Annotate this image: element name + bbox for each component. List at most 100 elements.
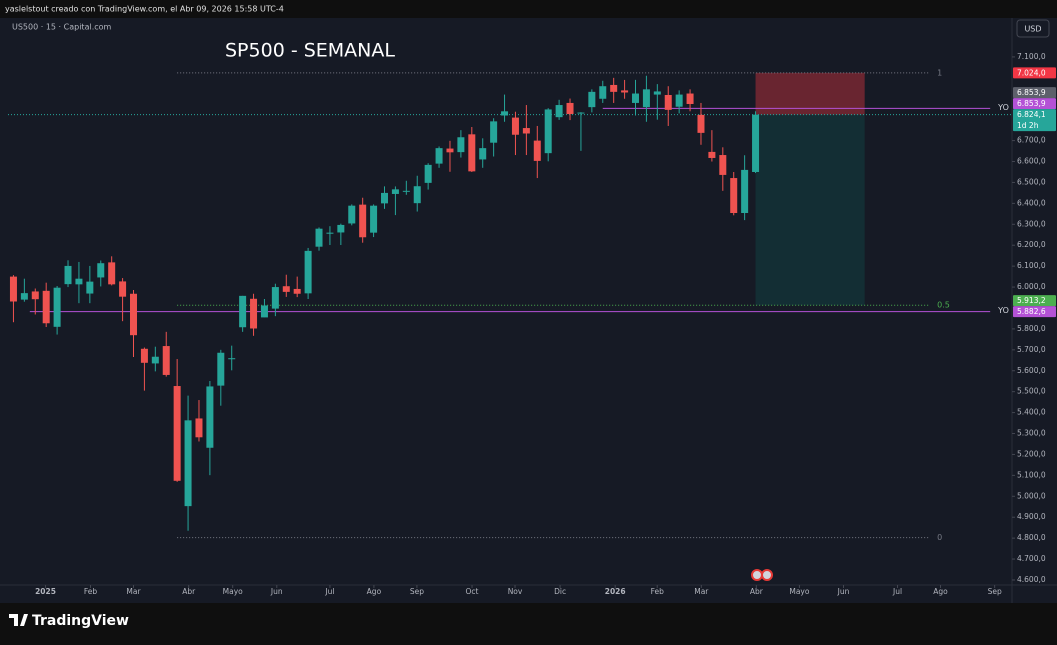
candle-body [446, 148, 454, 153]
candle-body [315, 228, 323, 247]
currency-label: USD [1024, 25, 1041, 34]
y-tick-label: 6.600,0 [1017, 157, 1046, 166]
candle-body [457, 137, 465, 153]
candle [151, 346, 159, 372]
symbol-info: US500 · 15 · Capital.com [12, 23, 112, 32]
candle [653, 84, 661, 120]
candle-body [686, 93, 694, 104]
candle-body [577, 112, 585, 114]
candle-body [501, 111, 509, 116]
y-tick-label: 6.200,0 [1017, 240, 1046, 249]
candle-body [173, 386, 181, 481]
candle-body [632, 93, 639, 103]
price-label: 5.882,6 [1017, 307, 1046, 316]
candle-body [675, 94, 683, 107]
price-label: 6.853,9 [1017, 99, 1046, 108]
candle [555, 99, 563, 120]
candle-body [239, 295, 247, 328]
candle-body [75, 278, 83, 285]
y-tick-label: 5.200,0 [1017, 449, 1046, 458]
candle [206, 381, 214, 476]
candle-body [31, 291, 39, 300]
candle [533, 125, 541, 179]
y-tick-label: 6.000,0 [1017, 282, 1046, 291]
candle [577, 112, 585, 151]
candle [359, 197, 367, 243]
y-tick-label: 5.600,0 [1017, 366, 1046, 375]
candle [642, 75, 650, 122]
candle-body [326, 232, 334, 234]
price-label-box [1013, 306, 1056, 318]
candle [446, 140, 454, 172]
candle-body [599, 86, 607, 99]
price-label-box [1013, 87, 1056, 99]
candle [413, 175, 421, 212]
candle-body [621, 90, 629, 93]
y-tick-label: 6.300,0 [1017, 219, 1046, 228]
candle-body [697, 114, 705, 133]
candle [337, 223, 345, 246]
candle-body [566, 102, 574, 115]
candle [686, 89, 694, 112]
y-tick-label: 5.800,0 [1017, 324, 1046, 333]
y-tick-label: 5.400,0 [1017, 408, 1046, 417]
candle-body [119, 281, 127, 297]
candle [599, 80, 607, 103]
candle [348, 204, 356, 226]
event-flag[interactable] [751, 569, 763, 581]
candle [326, 226, 334, 246]
plot-area: 1 0.5 0 YO YO [8, 68, 1012, 542]
candle [64, 260, 72, 288]
candle [108, 256, 116, 286]
x-tick-label: Abr [182, 587, 196, 596]
author-line: yaslelstout creado con TradingView.com, … [5, 5, 284, 14]
candle-body [610, 84, 618, 92]
candle [501, 94, 509, 122]
candle [140, 347, 148, 391]
candle-body [42, 290, 50, 324]
x-tick-label: Ago [367, 587, 382, 596]
price-label-countdown: 1d 2h [1017, 121, 1039, 130]
x-tick-label: Abr [750, 587, 764, 596]
candle [511, 111, 519, 156]
price-label: 6.853,9 [1017, 88, 1046, 97]
candle [730, 171, 738, 216]
candle [293, 276, 301, 298]
candle-body [108, 262, 116, 285]
candle [42, 282, 50, 328]
footer-brand: TradingView [32, 613, 129, 629]
candle [621, 79, 629, 99]
candle [391, 186, 399, 216]
fib-level-label: 0 [937, 533, 942, 542]
x-tick-label: Jul [892, 587, 902, 596]
candle [588, 89, 596, 113]
y-tick-label: 5.300,0 [1017, 429, 1046, 438]
price-label: 5.913,2 [1017, 296, 1046, 305]
candle-body [86, 281, 94, 294]
price-label-box [1013, 98, 1056, 110]
candle-body [20, 293, 28, 300]
candle [719, 147, 727, 191]
price-label: 6.824,1 [1017, 110, 1046, 119]
y-tick-label: 4.800,0 [1017, 533, 1046, 542]
candle [610, 77, 618, 103]
currency-button[interactable] [1016, 19, 1050, 38]
candle-body [282, 286, 290, 292]
event-flag[interactable] [761, 569, 773, 581]
fib-level-label: 0.5 [937, 301, 950, 310]
y-tick-label: 4.600,0 [1017, 575, 1046, 584]
candle [184, 395, 192, 531]
candle-body [53, 287, 61, 327]
position-target-zone [755, 72, 865, 115]
price-label: 7.024,0 [1017, 68, 1046, 77]
candle [381, 186, 388, 209]
candle [130, 289, 137, 357]
horizontal-line-label: YO [997, 306, 1009, 315]
candle [632, 79, 639, 116]
candle-body [588, 91, 596, 108]
candle-body [293, 288, 301, 294]
x-tick-label: Mar [126, 587, 141, 596]
y-tick-label: 6.700,0 [1017, 136, 1046, 145]
y-tick-label: 4.900,0 [1017, 512, 1046, 521]
